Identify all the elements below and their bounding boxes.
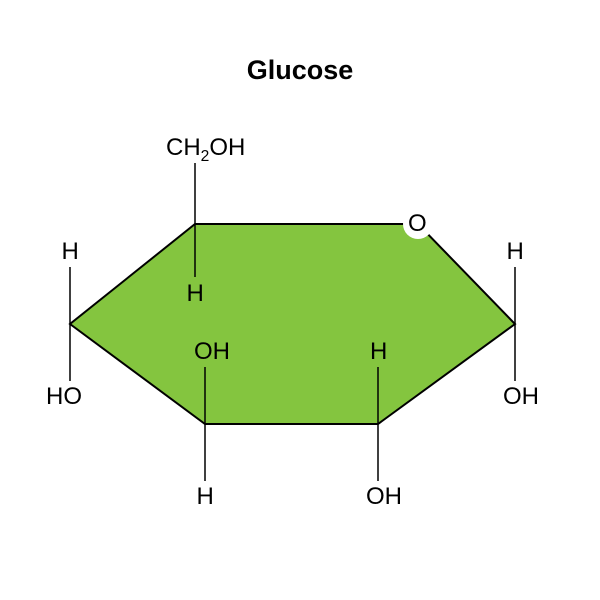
label-c2-oh: OH bbox=[366, 485, 402, 509]
label-ch2oh: CH2OH bbox=[166, 136, 245, 160]
label-c3-h: H bbox=[197, 485, 214, 509]
molecule-svg bbox=[0, 0, 600, 600]
label-c5-h: H bbox=[187, 282, 204, 306]
label-oxygen: O bbox=[408, 212, 427, 236]
label-c1-h: H bbox=[507, 240, 524, 264]
glucose-diagram: Glucose CH2OH O H H HO OH H H OH H OH bbox=[0, 0, 600, 600]
label-c3-oh: OH bbox=[194, 340, 230, 364]
label-c2-h: H bbox=[370, 340, 387, 364]
label-c1-oh: OH bbox=[503, 385, 539, 409]
label-c4-ho: HO bbox=[46, 385, 82, 409]
label-c4-h-up: H bbox=[62, 240, 79, 264]
hexagon-ring bbox=[70, 224, 515, 424]
